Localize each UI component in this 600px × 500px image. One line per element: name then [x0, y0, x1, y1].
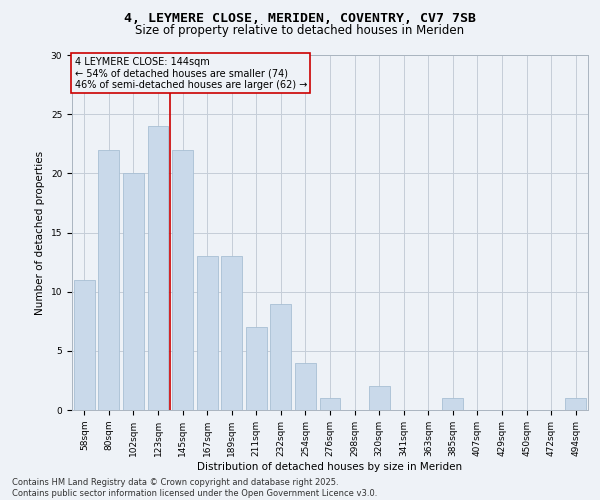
- Bar: [320, 398, 340, 410]
- Text: Contains HM Land Registry data © Crown copyright and database right 2025.
Contai: Contains HM Land Registry data © Crown c…: [12, 478, 377, 498]
- Text: 4 LEYMERE CLOSE: 144sqm
← 54% of detached houses are smaller (74)
46% of semi-de: 4 LEYMERE CLOSE: 144sqm ← 54% of detache…: [74, 57, 307, 90]
- Bar: [172, 150, 193, 410]
- Bar: [246, 327, 267, 410]
- Bar: [123, 174, 144, 410]
- Bar: [148, 126, 169, 410]
- Y-axis label: Number of detached properties: Number of detached properties: [35, 150, 45, 314]
- Text: Size of property relative to detached houses in Meriden: Size of property relative to detached ho…: [136, 24, 464, 37]
- Text: 4, LEYMERE CLOSE, MERIDEN, COVENTRY, CV7 7SB: 4, LEYMERE CLOSE, MERIDEN, COVENTRY, CV7…: [124, 12, 476, 24]
- Bar: [565, 398, 586, 410]
- Bar: [368, 386, 389, 410]
- Bar: [271, 304, 292, 410]
- Bar: [442, 398, 463, 410]
- Bar: [295, 362, 316, 410]
- Bar: [221, 256, 242, 410]
- Bar: [197, 256, 218, 410]
- Bar: [98, 150, 119, 410]
- Bar: [74, 280, 95, 410]
- X-axis label: Distribution of detached houses by size in Meriden: Distribution of detached houses by size …: [197, 462, 463, 471]
